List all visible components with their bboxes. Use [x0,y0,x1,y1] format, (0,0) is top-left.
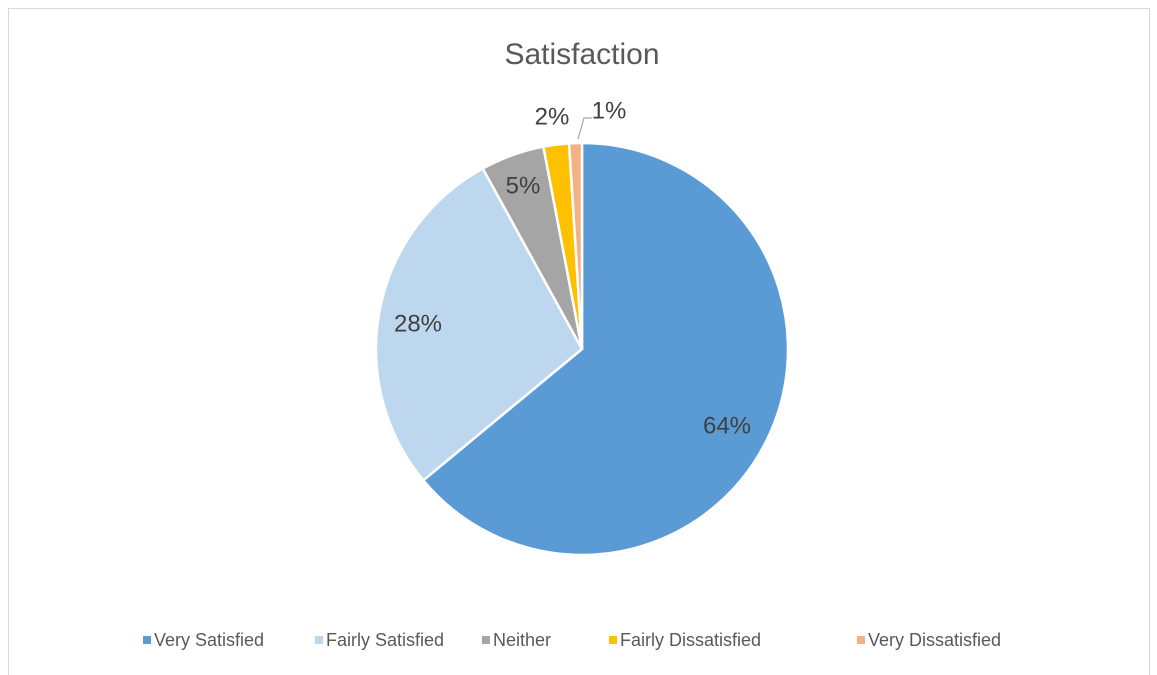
legend-marker [609,636,617,644]
pie-slice [421,141,790,557]
legend-label: Fairly Dissatisfied [620,630,761,650]
data-label: 5% [506,172,541,199]
pie-slice [567,141,584,350]
legend-marker [315,636,323,644]
chart-title: Satisfaction [504,38,659,71]
legend-marker [857,636,865,644]
data-label: 2% [535,103,570,130]
legend-label: Fairly Satisfied [326,630,444,650]
data-label: 64% [703,412,751,439]
legend-marker [143,636,151,644]
leader-line [577,117,592,140]
data-label: 28% [394,310,442,337]
legend-marker [482,636,490,644]
data-label: 1% [592,97,627,124]
legend-label: Very Satisfied [154,630,264,650]
legend-label: Neither [493,630,551,650]
legend-label: Very Dissatisfied [868,630,1001,650]
pie-slice [374,166,584,483]
